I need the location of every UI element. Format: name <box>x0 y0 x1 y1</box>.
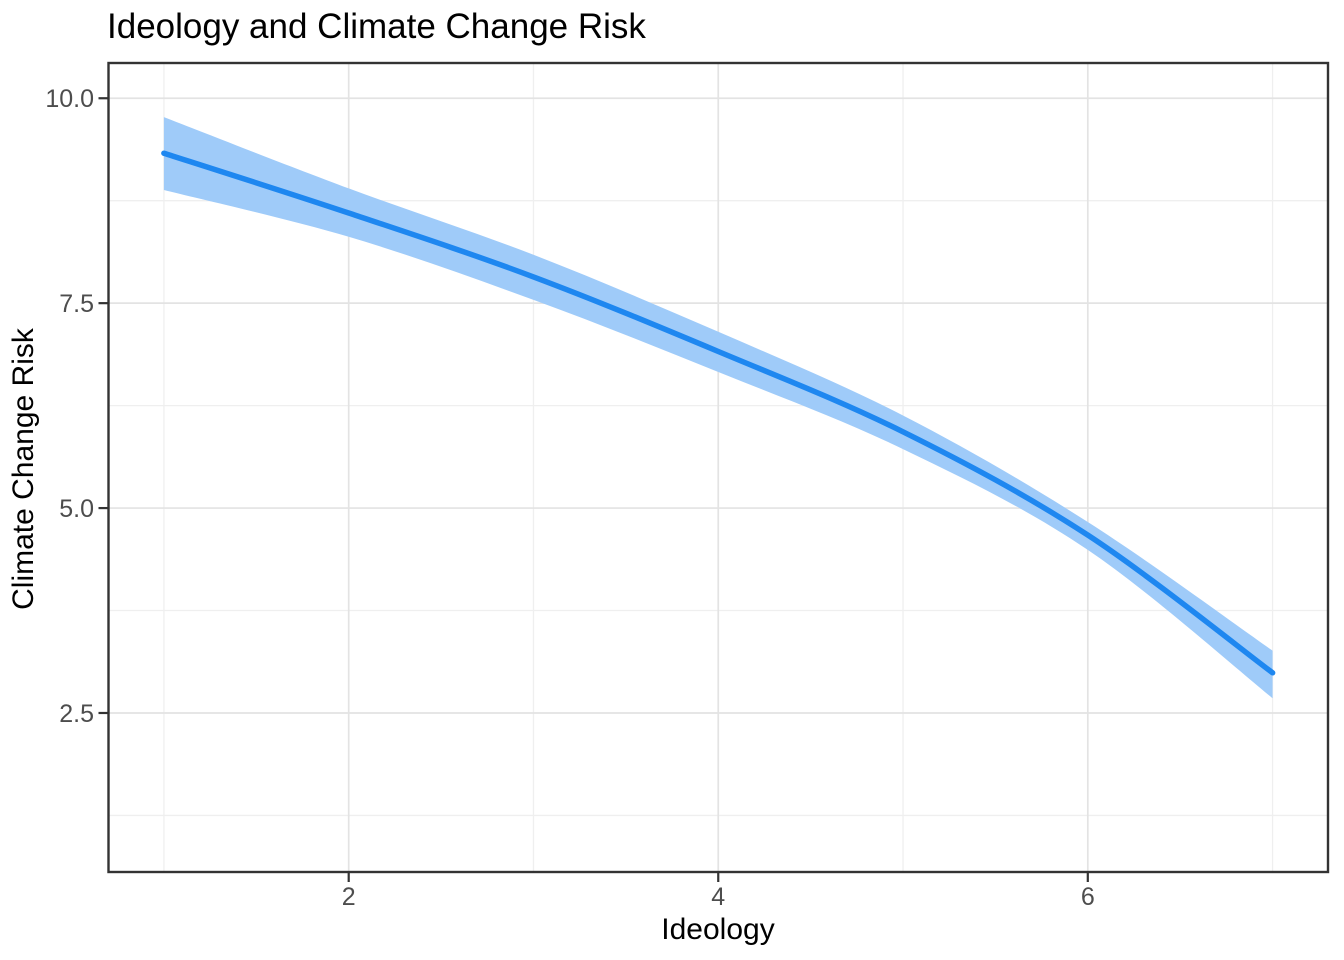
x-tick-labels: 2 4 6 <box>342 883 1095 911</box>
y-tick-label: 2.5 <box>59 700 94 728</box>
x-tick-label: 4 <box>711 883 725 911</box>
x-tick-label: 2 <box>342 883 356 911</box>
x-tick-label: 6 <box>1081 883 1095 911</box>
y-tick-label: 7.5 <box>59 290 94 318</box>
fitted-line <box>161 150 1276 676</box>
panel-border <box>107 61 1330 874</box>
y-tick-label: 5.0 <box>59 495 94 523</box>
axis-tick-marks <box>98 97 1089 882</box>
x-axis-title: Ideology <box>661 913 775 946</box>
major-gridlines <box>108 63 1328 872</box>
y-tick-labels: 2.5 5.0 7.5 10.0 <box>45 85 94 728</box>
y-tick-label: 10.0 <box>45 85 94 113</box>
y-axis-title: Climate Change Risk <box>7 328 40 610</box>
confidence-ribbon <box>163 117 1273 699</box>
plot-title: Ideology and Climate Change Risk <box>107 7 646 46</box>
